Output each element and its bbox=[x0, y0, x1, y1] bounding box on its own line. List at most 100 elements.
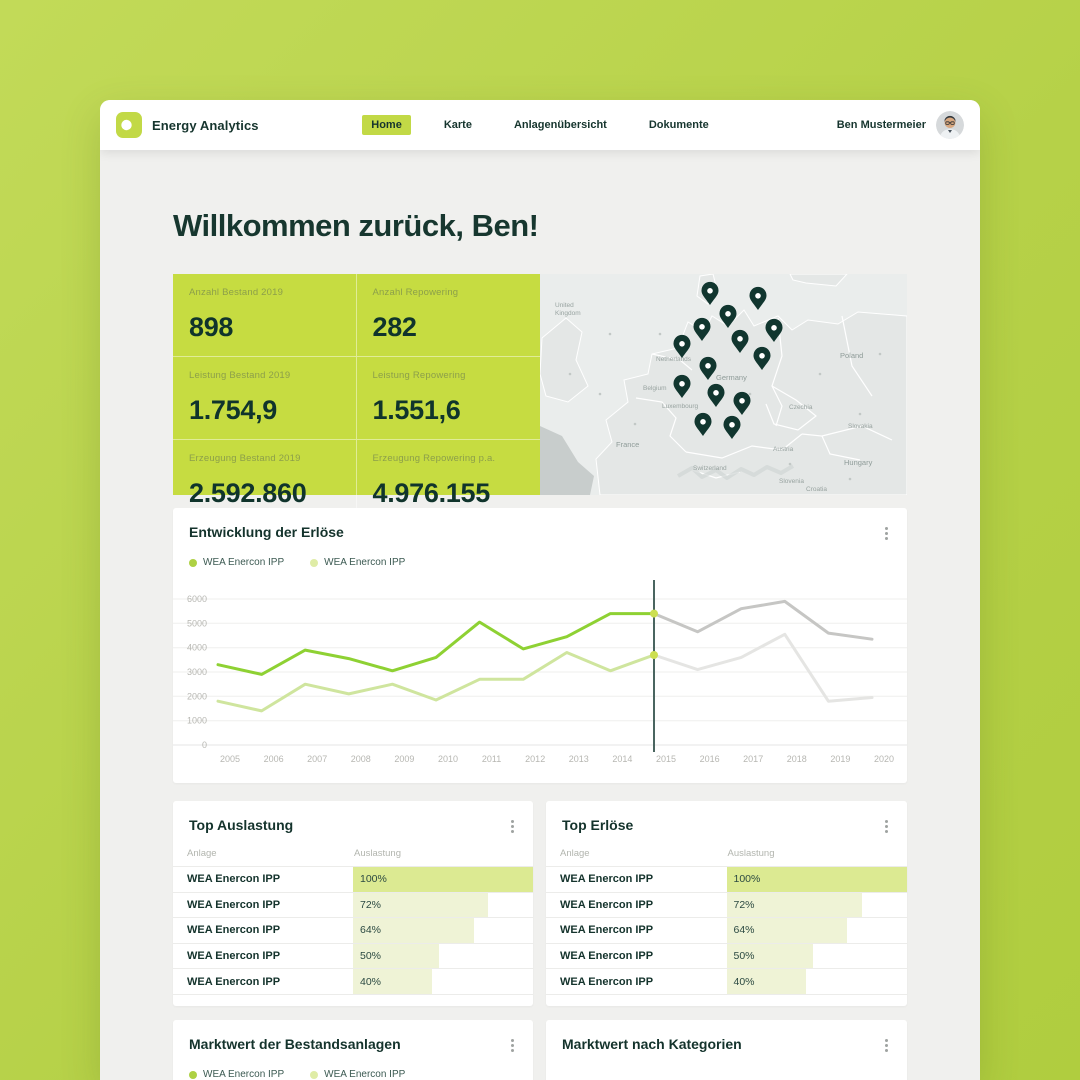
row-bar-cell: 50% bbox=[726, 943, 908, 969]
table-row[interactable]: WEA Enercon IPP 64% bbox=[546, 918, 907, 944]
map-country-label: United bbox=[555, 302, 574, 309]
map-pin-icon[interactable] bbox=[673, 374, 691, 398]
svg-text:2009: 2009 bbox=[394, 754, 414, 764]
map-pin-icon[interactable] bbox=[719, 304, 737, 328]
map-pin-icon[interactable] bbox=[699, 356, 717, 380]
nav-item-anlagenübersicht[interactable]: Anlagenübersicht bbox=[513, 119, 607, 131]
map-country-label: Luxembourg bbox=[662, 403, 699, 410]
map-country-label: Germany bbox=[716, 373, 747, 382]
germany-map[interactable]: United Kingdom Netherlands Belgium Luxembour… bbox=[540, 274, 907, 495]
table-row[interactable]: WEA Enercon IPP 40% bbox=[173, 969, 533, 995]
column-header-anlage: Anlage bbox=[560, 848, 590, 859]
main-nav: Home Karte Anlagenübersicht Dokumente bbox=[362, 115, 718, 135]
map-pin-icon[interactable] bbox=[693, 317, 711, 341]
table-row[interactable]: WEA Enercon IPP 40% bbox=[546, 969, 907, 995]
map-country-label: Netherlands bbox=[656, 356, 692, 363]
svg-text:2020: 2020 bbox=[874, 754, 894, 764]
row-bar-cell: 40% bbox=[726, 969, 908, 994]
user-menu[interactable]: Ben Mustermeier bbox=[718, 111, 964, 139]
map-dark-sea bbox=[540, 426, 594, 495]
nav-item-karte[interactable]: Karte bbox=[443, 119, 472, 131]
table-row[interactable]: WEA Enercon IPP 100% bbox=[546, 867, 907, 893]
map-pin-icon[interactable] bbox=[694, 412, 712, 436]
revenue-chart: 0 1000 2000 3000 4000 5000 6000 2005 2006 2007 200… bbox=[173, 578, 907, 779]
kebab-menu-icon[interactable] bbox=[508, 817, 517, 836]
stat-cell: Erzeugung Bestand 2019 2.592.860 bbox=[173, 440, 357, 522]
nav-item-dokumente[interactable]: Dokumente bbox=[648, 119, 709, 131]
table-row[interactable]: WEA Enercon IPP 100% bbox=[173, 867, 533, 893]
utilization-bar: 100% bbox=[353, 867, 533, 892]
chart-legend: WEA Enercon IPP WEA Enercon IPP bbox=[173, 1069, 533, 1080]
kebab-menu-icon[interactable] bbox=[882, 1036, 891, 1055]
map-pin-icon[interactable] bbox=[733, 391, 751, 415]
map-country-label: Switzerland bbox=[693, 465, 727, 472]
utilization-value: 72% bbox=[733, 898, 755, 911]
map-pin-icon[interactable] bbox=[749, 286, 767, 310]
map-pin-icon[interactable] bbox=[701, 281, 719, 305]
table-row[interactable]: WEA Enercon IPP 72% bbox=[546, 892, 908, 919]
map-pin-icon[interactable] bbox=[765, 318, 783, 342]
kebab-menu-icon[interactable] bbox=[508, 1036, 517, 1055]
table-row[interactable]: WEA Enercon IPP 64% bbox=[173, 918, 533, 944]
table-body: WEA Enercon IPP 100% WEA Enercon IPP 72% WEA… bbox=[546, 867, 907, 995]
map-pin-icon[interactable] bbox=[707, 383, 725, 407]
map-land bbox=[595, 309, 907, 495]
card-title: Entwicklung der Erlöse bbox=[189, 524, 344, 540]
svg-text:2000: 2000 bbox=[187, 691, 207, 701]
utilization-value: 64% bbox=[733, 924, 755, 937]
kebab-menu-icon[interactable] bbox=[882, 524, 891, 543]
row-bar-cell: 64% bbox=[353, 918, 533, 943]
utilization-bar: 40% bbox=[353, 969, 433, 994]
utilization-value: 100% bbox=[733, 873, 761, 886]
stat-label: Erzeugung Repowering p.a. bbox=[372, 453, 496, 464]
legend-item: WEA Enercon IPP bbox=[310, 557, 405, 568]
svg-text:2011: 2011 bbox=[482, 754, 501, 764]
table-row[interactable]: WEA Enercon IPP 72% bbox=[173, 892, 533, 919]
stats-map-row: Anzahl Bestand 2019 898 Anzahl Repowering 2… bbox=[173, 274, 907, 522]
table-header: Anlage Auslastung bbox=[173, 848, 533, 867]
row-anlage: WEA Enercon IPP bbox=[560, 975, 654, 988]
utilization-value: 50% bbox=[733, 950, 755, 963]
kebab-menu-icon[interactable] bbox=[882, 817, 891, 836]
map-pin-icon[interactable] bbox=[673, 334, 691, 358]
marktwert-kategorien-card: Marktwert nach Kategorien bbox=[546, 1020, 907, 1080]
stat-label: Anzahl Bestand 2019 bbox=[189, 287, 284, 298]
column-header-auslastung: Auslastung bbox=[727, 848, 775, 859]
revenue-chart-card: Entwicklung der Erlöse WEA Enercon IPP WE… bbox=[173, 508, 907, 783]
row-anlage: WEA Enercon IPP bbox=[560, 898, 654, 911]
stat-cell: Anzahl Repowering 282 bbox=[356, 274, 540, 357]
legend-item: WEA Enercon IPP bbox=[310, 1069, 405, 1080]
top-erloese-card: Top Erlöse Anlage Auslastung WEA Enercon… bbox=[546, 801, 907, 1006]
user-avatar[interactable] bbox=[936, 111, 964, 139]
table-row[interactable]: WEA Enercon IPP 50% bbox=[546, 943, 908, 970]
stat-label: Anzahl Repowering bbox=[372, 287, 459, 298]
map-pins bbox=[673, 281, 783, 439]
svg-text:4000: 4000 bbox=[187, 643, 207, 653]
brand-title: Energy Analytics bbox=[152, 117, 259, 133]
utilization-bar: 50% bbox=[726, 943, 814, 969]
table-row[interactable]: WEA Enercon IPP 50% bbox=[173, 943, 533, 970]
table-header: Anlage Auslastung bbox=[546, 848, 907, 867]
map-country-label: Croatia bbox=[806, 486, 827, 493]
utilization-bar: 64% bbox=[353, 918, 474, 943]
svg-text:2008: 2008 bbox=[351, 754, 371, 764]
chart-legend: WEA Enercon IPP WEA Enercon IPP bbox=[173, 557, 907, 568]
legend-item: WEA Enercon IPP bbox=[189, 1069, 284, 1080]
map-country-label: Poland bbox=[840, 351, 863, 360]
map-pin-icon[interactable] bbox=[731, 329, 749, 353]
nav-item-home[interactable]: Home bbox=[362, 115, 411, 135]
brand[interactable]: Energy Analytics bbox=[116, 112, 362, 138]
stat-label: Erzeugung Bestand 2019 bbox=[189, 453, 301, 464]
row-bar-cell: 64% bbox=[726, 918, 908, 943]
row-anlage: WEA Enercon IPP bbox=[187, 950, 281, 963]
row-bar-cell: 72% bbox=[726, 892, 908, 918]
map-pin-icon[interactable] bbox=[753, 346, 771, 370]
map-pin-icon[interactable] bbox=[723, 415, 741, 439]
stat-cell: Erzeugung Repowering p.a. 4.976.155 bbox=[357, 440, 541, 522]
row-anlage: WEA Enercon IPP bbox=[187, 975, 281, 988]
row-bar-cell: 100% bbox=[726, 867, 907, 892]
app-window: Energy Analytics Home Karte Anlagenübersic… bbox=[100, 100, 980, 1080]
svg-text:0: 0 bbox=[202, 740, 207, 750]
svg-text:2005: 2005 bbox=[220, 754, 240, 764]
svg-text:5000: 5000 bbox=[187, 618, 207, 628]
